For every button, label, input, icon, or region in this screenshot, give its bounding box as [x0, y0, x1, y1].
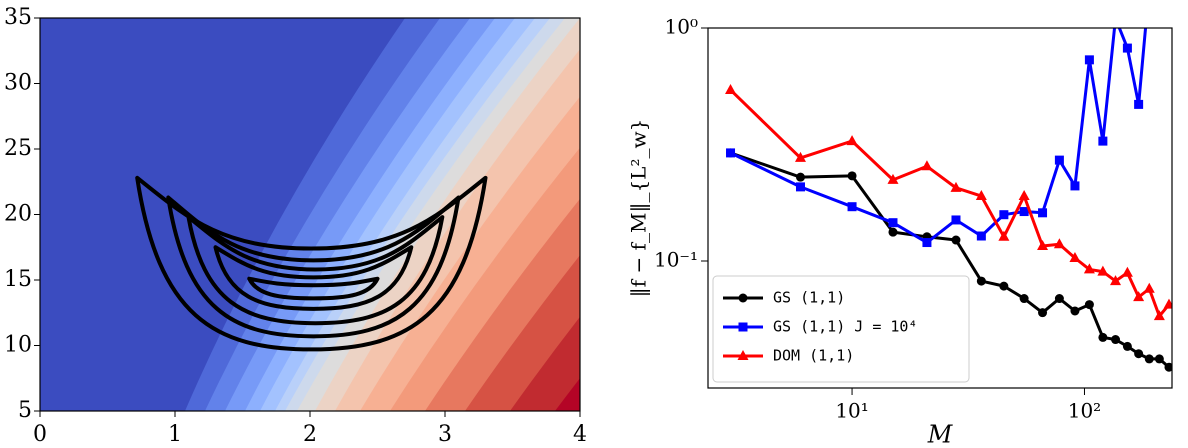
x-tick-label: 10¹ [835, 399, 868, 423]
y-tick-label: 10⁻¹ [654, 247, 698, 271]
x-tick-label: 2 [303, 422, 317, 447]
y-tick-label: 10⁰ [665, 15, 698, 39]
marker [1134, 349, 1144, 359]
density-contour [213, 245, 414, 311]
marker [1019, 294, 1029, 304]
marker [951, 235, 961, 245]
marker [738, 293, 748, 303]
series-line [729, 28, 1148, 245]
y-tick-label: 20 [4, 202, 32, 227]
marker [1098, 332, 1108, 342]
density-contour [135, 175, 488, 352]
x-axis-label: M [927, 421, 954, 448]
marker [1111, 335, 1121, 345]
marker [888, 227, 898, 237]
marker [950, 181, 962, 192]
marker [1084, 300, 1094, 310]
contour-band [555, 378, 580, 411]
x-tick-label: 4 [573, 422, 587, 447]
marker [794, 151, 806, 162]
right-axes-frame [707, 27, 1173, 389]
contour-field [40, 18, 580, 411]
marker [1143, 282, 1155, 293]
marker [1038, 308, 1048, 318]
marker [998, 230, 1010, 241]
marker [1121, 266, 1133, 277]
x-tick-label: 10² [1068, 399, 1101, 423]
marker [1038, 208, 1048, 218]
legend-label: DOM (1,1) [773, 347, 854, 365]
legend-label: GS (1,1) J = 10⁴ [773, 318, 918, 336]
marker [1054, 155, 1064, 165]
marker [1070, 181, 1080, 191]
y-tick-label: 10 [4, 333, 32, 358]
density-contour [186, 215, 445, 326]
marker [1154, 354, 1164, 364]
y-axis-label: ‖f − f_M‖_{L²_w} [627, 119, 652, 298]
y-tick-label: 35 [4, 5, 32, 30]
marker [1053, 238, 1065, 249]
marker [1037, 239, 1049, 250]
marker [1111, 14, 1120, 23]
y-tick-label: 5 [18, 398, 32, 423]
right-plot: 10¹ 10² 10⁻¹ 10⁰ GS (1,1) GS (1,1) J = 10⁴ DOM… [654, 14, 1172, 423]
marker [1019, 207, 1029, 217]
marker [976, 231, 986, 241]
marker [1134, 99, 1144, 109]
marker [1070, 306, 1080, 316]
density-contour [247, 276, 380, 301]
marker [1054, 294, 1064, 304]
series-line [729, 88, 1171, 318]
marker [976, 276, 986, 286]
marker [738, 322, 748, 332]
legend-box [712, 275, 970, 383]
marker [999, 210, 1009, 220]
marker [1133, 291, 1145, 302]
marker [1069, 251, 1081, 262]
marker [975, 190, 987, 201]
marker [921, 160, 933, 171]
marker [888, 218, 898, 228]
x-tick-label: 1 [168, 422, 182, 447]
marker [922, 238, 932, 248]
marker [737, 350, 749, 360]
marker [1122, 43, 1132, 53]
marker [1164, 362, 1172, 372]
marker [1083, 263, 1095, 274]
marker [1153, 310, 1165, 321]
marker [847, 171, 857, 181]
marker [1122, 341, 1132, 351]
marker [887, 173, 899, 184]
legend-label: GS (1,1) [773, 289, 845, 307]
y-tick-label: 25 [4, 136, 32, 161]
contour-band [510, 316, 580, 411]
marker [725, 83, 737, 94]
marker [795, 182, 805, 192]
y-tick-label: 15 [4, 267, 32, 292]
x-tick-label: 0 [33, 422, 47, 447]
x-tick-label: 3 [438, 422, 452, 447]
marker [847, 202, 857, 212]
marker [1098, 136, 1108, 146]
marker [1018, 190, 1030, 201]
marker [795, 172, 805, 182]
marker [1163, 298, 1172, 309]
marker [1110, 275, 1122, 286]
marker [726, 148, 736, 158]
marker [951, 215, 961, 225]
marker [1097, 265, 1109, 276]
marker [1084, 55, 1094, 65]
marker [846, 135, 858, 146]
plot-area [725, 14, 1172, 372]
marker [1144, 354, 1154, 364]
density-contour [166, 195, 461, 339]
y-tick-label: 30 [4, 71, 32, 96]
marker [999, 281, 1009, 291]
